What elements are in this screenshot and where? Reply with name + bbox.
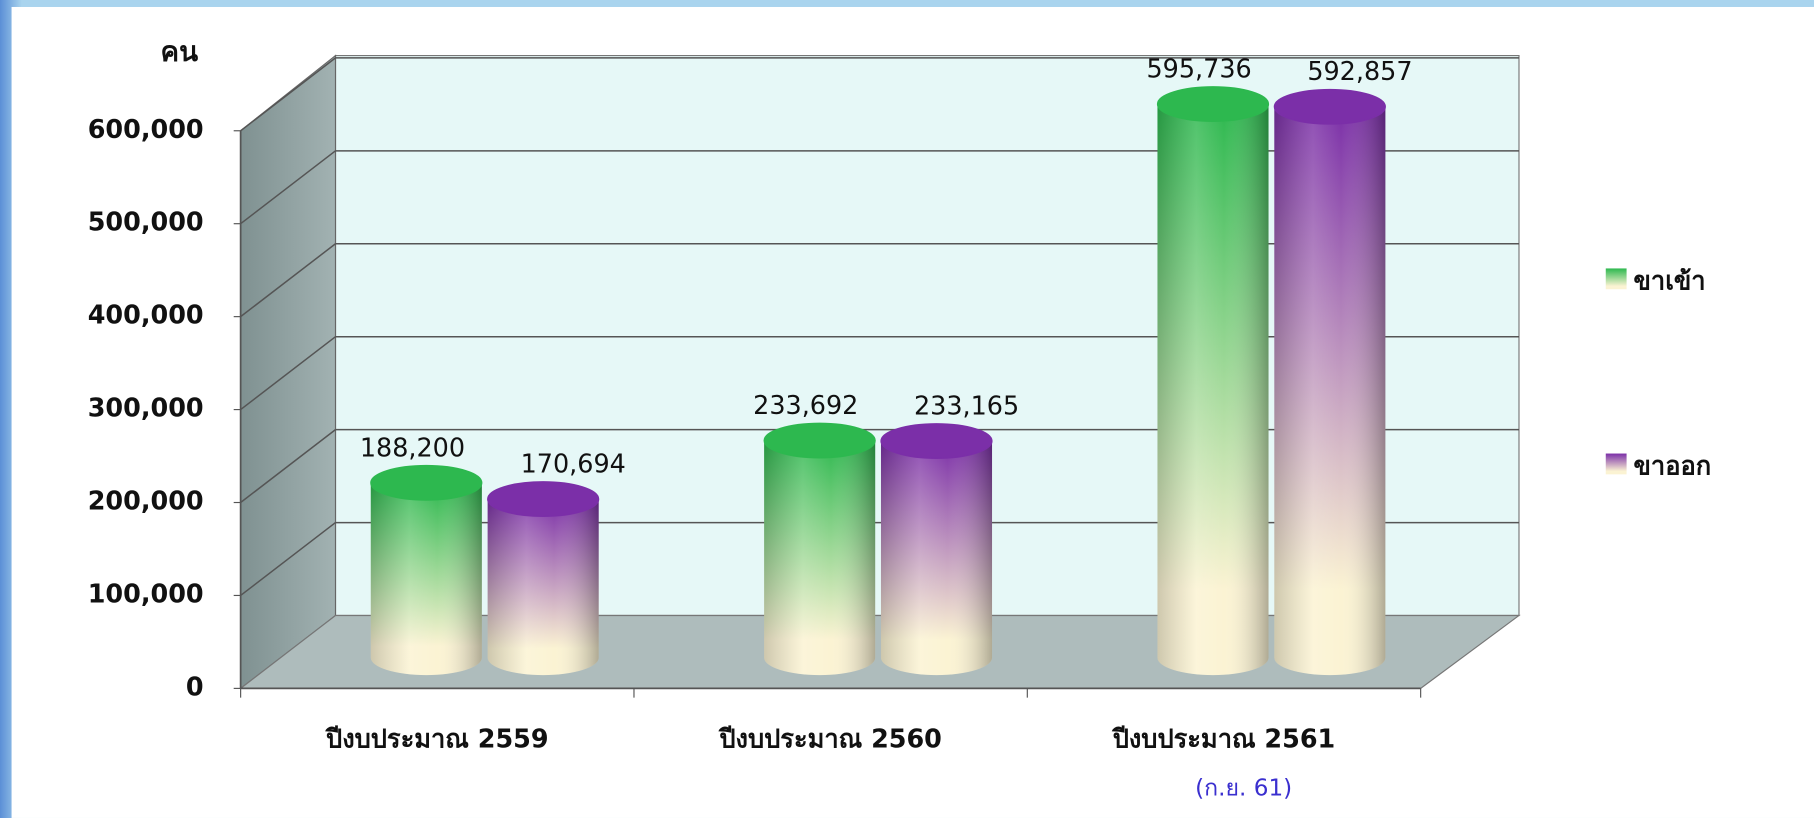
grid-line <box>240 243 336 318</box>
y-tick-label: 200,000 <box>88 487 204 517</box>
y-tick-label: 100,000 <box>88 579 204 609</box>
bar-shade <box>370 482 482 676</box>
bar-shade <box>764 440 876 676</box>
y-tick-label: 600,000 <box>88 115 204 145</box>
legend-label: ขาเข้า <box>1634 266 1706 296</box>
bar-shade <box>880 441 993 676</box>
y-tick-label: 500,000 <box>88 208 204 238</box>
y-tick-label: 0 <box>186 672 204 702</box>
y-tick-label: 400,000 <box>88 301 204 331</box>
bar-top <box>880 423 993 459</box>
y-axis-label: คน <box>161 35 199 68</box>
x-tick-label: ปีงบประมาณ 2559 <box>325 724 549 754</box>
bar-top <box>1273 88 1386 125</box>
x-tick-label: ปีงบประมาณ 2561 <box>1111 724 1335 754</box>
bar-top <box>1156 86 1270 123</box>
grid-line <box>240 336 336 411</box>
bar-top <box>487 481 600 518</box>
legend-swatch <box>1605 268 1627 290</box>
side-wall <box>240 54 337 690</box>
annotation: (ก.ย. 61) <box>1195 776 1292 802</box>
bar-top <box>763 422 876 459</box>
grid-line <box>240 521 336 597</box>
value-label: 233,692 <box>753 391 858 421</box>
legend-swatch <box>1605 453 1627 475</box>
bar-shade <box>1274 106 1386 676</box>
bar-shade <box>487 499 599 676</box>
x-tick-label: ปีงบประมาณ 2560 <box>718 724 942 754</box>
legend-label: ขาออก <box>1634 451 1712 481</box>
value-label: 170,694 <box>521 450 626 480</box>
bar-top <box>370 464 483 501</box>
value-label: 188,200 <box>360 433 465 463</box>
y-tick-label: 300,000 <box>88 394 204 424</box>
grid-line <box>240 150 336 225</box>
grid-line <box>240 429 336 504</box>
value-label: 595,736 <box>1147 55 1252 85</box>
value-label: 592,857 <box>1307 57 1412 87</box>
bar-shade <box>1157 104 1269 676</box>
grid-line <box>240 57 336 132</box>
value-label: 233,165 <box>914 391 1019 421</box>
